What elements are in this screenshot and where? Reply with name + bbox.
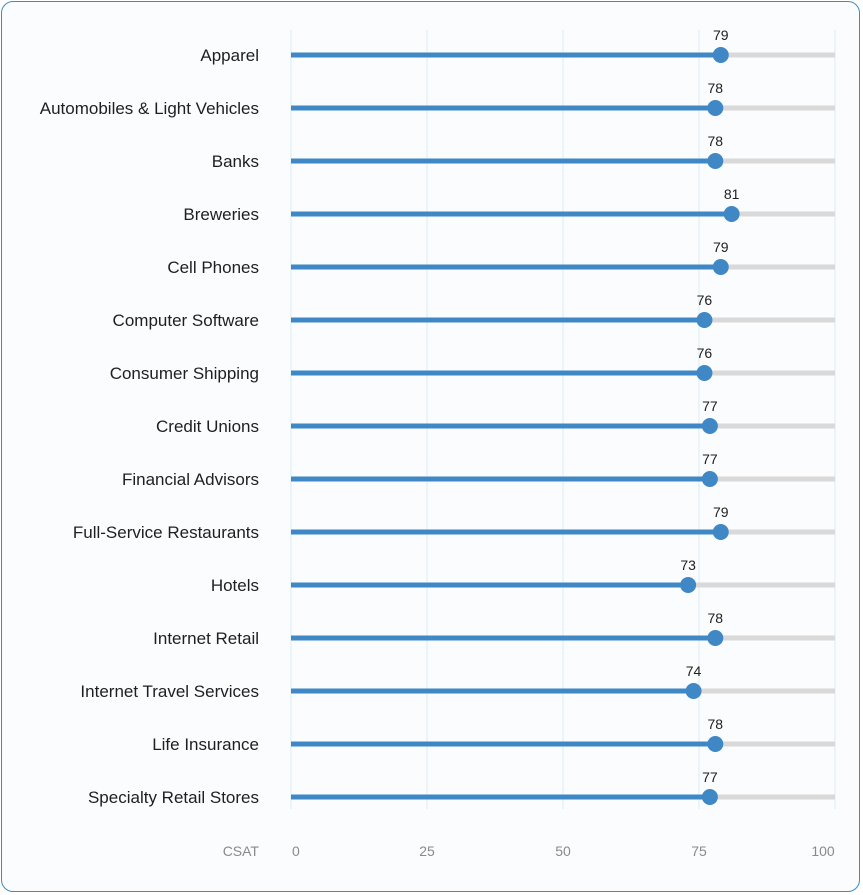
data-point [701,471,718,487]
data-label: 78 [708,133,724,149]
data-label: 79 [713,27,729,43]
data-point [707,630,724,646]
category-label: Internet Retail [153,629,259,648]
data-point [685,683,702,699]
data-point [707,736,724,752]
data-label: 78 [708,80,724,96]
data-label: 76 [697,345,713,361]
category-label: Hotels [211,576,259,595]
data-point [712,524,729,540]
x-tick-label: 50 [555,843,571,859]
data-label: 78 [708,716,724,732]
data-label: 76 [697,292,713,308]
category-label: Breweries [183,205,259,224]
category-label: Computer Software [113,311,259,330]
data-label: 79 [713,504,729,520]
data-point [712,259,729,275]
x-axis-label: CSAT [223,843,260,859]
category-label: Banks [212,152,259,171]
data-label: 81 [724,186,740,202]
category-label: Credit Unions [156,417,259,436]
category-label: Cell Phones [167,258,259,277]
data-point [680,577,697,593]
category-label: Apparel [200,46,259,65]
category-label: Full-Service Restaurants [73,523,259,542]
category-label: Specialty Retail Stores [88,788,259,807]
data-label: 78 [708,610,724,626]
category-label: Automobiles & Light Vehicles [40,99,259,118]
data-label: 77 [702,451,718,467]
data-label: 73 [680,557,696,573]
data-point [701,418,718,434]
x-tick-label: 25 [419,843,435,859]
x-tick-label: 0 [292,843,300,859]
data-point [696,312,713,328]
category-label: Life Insurance [152,735,259,754]
data-label: 77 [702,398,718,414]
data-label: 74 [686,663,702,679]
data-point [712,47,729,63]
x-tick-label: 75 [691,843,707,859]
data-point [723,206,740,222]
category-label: Consumer Shipping [110,364,259,383]
category-label: Financial Advisors [122,470,259,489]
data-point [707,100,724,116]
labels: 0 25 50 75 100 Apparel 79 Automobiles & Light V… [40,27,835,859]
category-label: Internet Travel Services [80,682,259,701]
data-label: 77 [702,769,718,785]
data-label: 79 [713,239,729,255]
data-point [707,153,724,169]
data-point [696,365,713,381]
x-tick-label: 100 [811,843,835,859]
bars [291,47,740,805]
data-point [701,789,718,805]
